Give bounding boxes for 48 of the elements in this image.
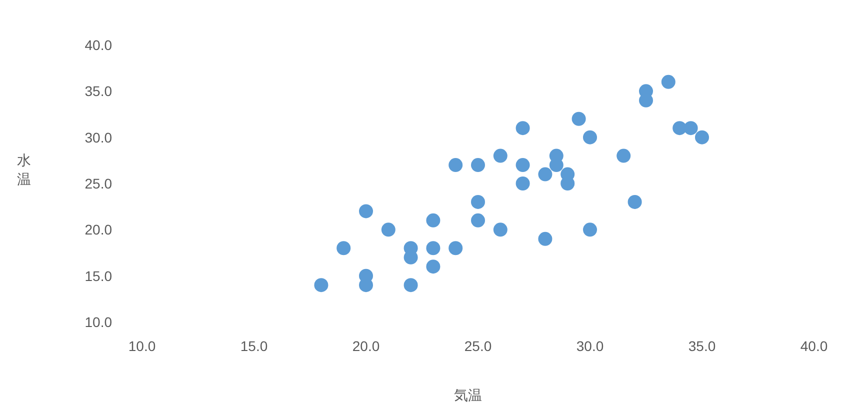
point xyxy=(359,278,373,292)
x-tick-label: 35.0 xyxy=(688,338,716,354)
y-tick-label: 10.0 xyxy=(84,314,112,330)
y-tick-label: 20.0 xyxy=(84,222,112,238)
point xyxy=(471,194,485,209)
point xyxy=(493,222,508,237)
point xyxy=(560,176,575,190)
point xyxy=(516,158,530,172)
point xyxy=(695,130,709,144)
point xyxy=(471,158,485,172)
x-tick-label: 15.0 xyxy=(240,338,268,354)
point xyxy=(616,148,631,163)
point xyxy=(493,148,508,163)
point xyxy=(661,74,676,89)
point xyxy=(516,176,530,190)
point xyxy=(359,204,373,218)
point xyxy=(426,213,440,228)
point xyxy=(426,260,440,274)
x-tick-label: 10.0 xyxy=(128,338,156,354)
point xyxy=(314,278,328,292)
y-axis-title: 水温 xyxy=(17,152,31,187)
point xyxy=(426,241,440,256)
point xyxy=(672,121,687,136)
y-tick-label: 35.0 xyxy=(84,83,112,100)
x-tick-label: 25.0 xyxy=(464,338,492,354)
y-tick-label: 25.0 xyxy=(84,176,112,192)
y-tick-label: 30.0 xyxy=(84,129,112,146)
point xyxy=(448,158,463,172)
y-tick-label: 15.0 xyxy=(84,268,112,284)
point xyxy=(583,130,597,144)
point xyxy=(684,121,698,136)
point xyxy=(336,241,351,256)
x-tick-label: 20.0 xyxy=(352,338,380,354)
point xyxy=(381,222,396,237)
x-axis-title: 気温 xyxy=(454,387,482,403)
point xyxy=(538,232,552,246)
point xyxy=(448,241,463,256)
x-tick-label: 40.0 xyxy=(800,338,828,354)
point xyxy=(549,158,564,172)
point xyxy=(572,112,586,126)
point xyxy=(404,278,418,292)
point xyxy=(538,167,552,182)
point xyxy=(583,222,597,237)
point xyxy=(516,121,530,136)
point xyxy=(471,213,485,228)
x-tick-label: 30.0 xyxy=(576,338,604,354)
y-tick-label: 40.0 xyxy=(84,37,112,53)
point xyxy=(628,194,642,209)
